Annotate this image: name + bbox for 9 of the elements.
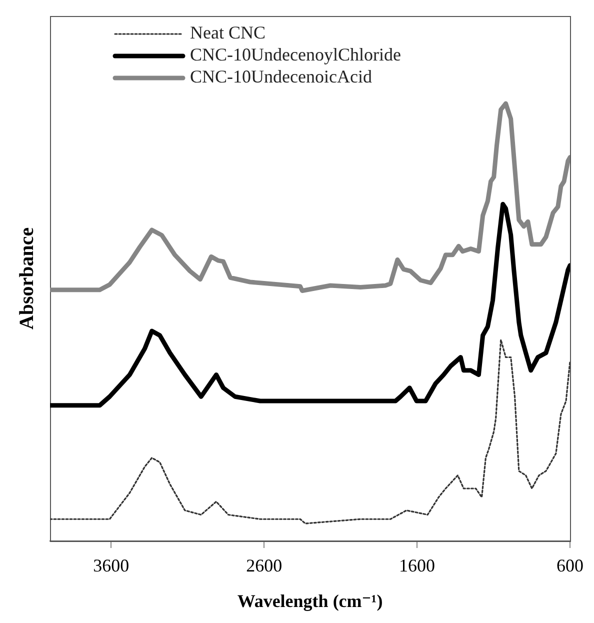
y-axis-title: Absorbance [16, 227, 38, 330]
x-tick-label: 1600 [399, 556, 436, 576]
x-axis-title: Wavelength (cm⁻¹) [237, 590, 383, 611]
legend-label: CNC-10UndecenoicAcid [190, 66, 372, 87]
x-tick-label: 3600 [93, 556, 130, 576]
x-tick-label: 2600 [246, 556, 282, 576]
x-tick-label: 600 [556, 556, 584, 576]
legend-label: Neat CNC [190, 22, 266, 43]
legend-label: CNC-10UndecenoylChloride [190, 44, 401, 65]
